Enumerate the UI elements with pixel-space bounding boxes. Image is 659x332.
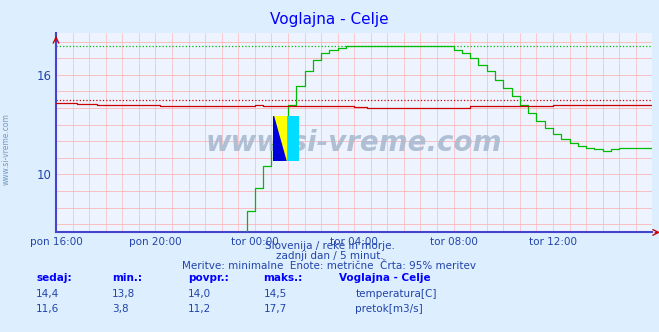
Text: www.si-vreme.com: www.si-vreme.com	[206, 129, 502, 157]
Text: maks.:: maks.:	[264, 273, 303, 283]
Text: sedaj:: sedaj:	[36, 273, 72, 283]
Text: 3,8: 3,8	[112, 304, 129, 314]
Text: Slovenija / reke in morje.: Slovenija / reke in morje.	[264, 241, 395, 251]
Bar	[273, 116, 286, 161]
Text: pretok[m3/s]: pretok[m3/s]	[355, 304, 423, 314]
Text: 14,4: 14,4	[36, 289, 59, 299]
Text: min.:: min.:	[112, 273, 142, 283]
Text: Voglajna - Celje: Voglajna - Celje	[339, 273, 431, 283]
Text: 11,2: 11,2	[188, 304, 211, 314]
Polygon shape	[273, 116, 286, 161]
Bar	[286, 116, 299, 161]
Bar	[286, 116, 299, 161]
Text: 11,6: 11,6	[36, 304, 59, 314]
Text: 14,5: 14,5	[264, 289, 287, 299]
Text: zadnji dan / 5 minut.: zadnji dan / 5 minut.	[275, 251, 384, 261]
Text: Voglajna - Celje: Voglajna - Celje	[270, 12, 389, 27]
Text: 14,0: 14,0	[188, 289, 211, 299]
Text: www.si-vreme.com: www.si-vreme.com	[2, 114, 11, 185]
Polygon shape	[273, 116, 286, 161]
Text: Meritve: minimalne  Enote: metrične  Črta: 95% meritev: Meritve: minimalne Enote: metrične Črta:…	[183, 261, 476, 271]
Text: 17,7: 17,7	[264, 304, 287, 314]
Text: 13,8: 13,8	[112, 289, 135, 299]
Text: temperatura[C]: temperatura[C]	[355, 289, 437, 299]
Text: povpr.:: povpr.:	[188, 273, 229, 283]
